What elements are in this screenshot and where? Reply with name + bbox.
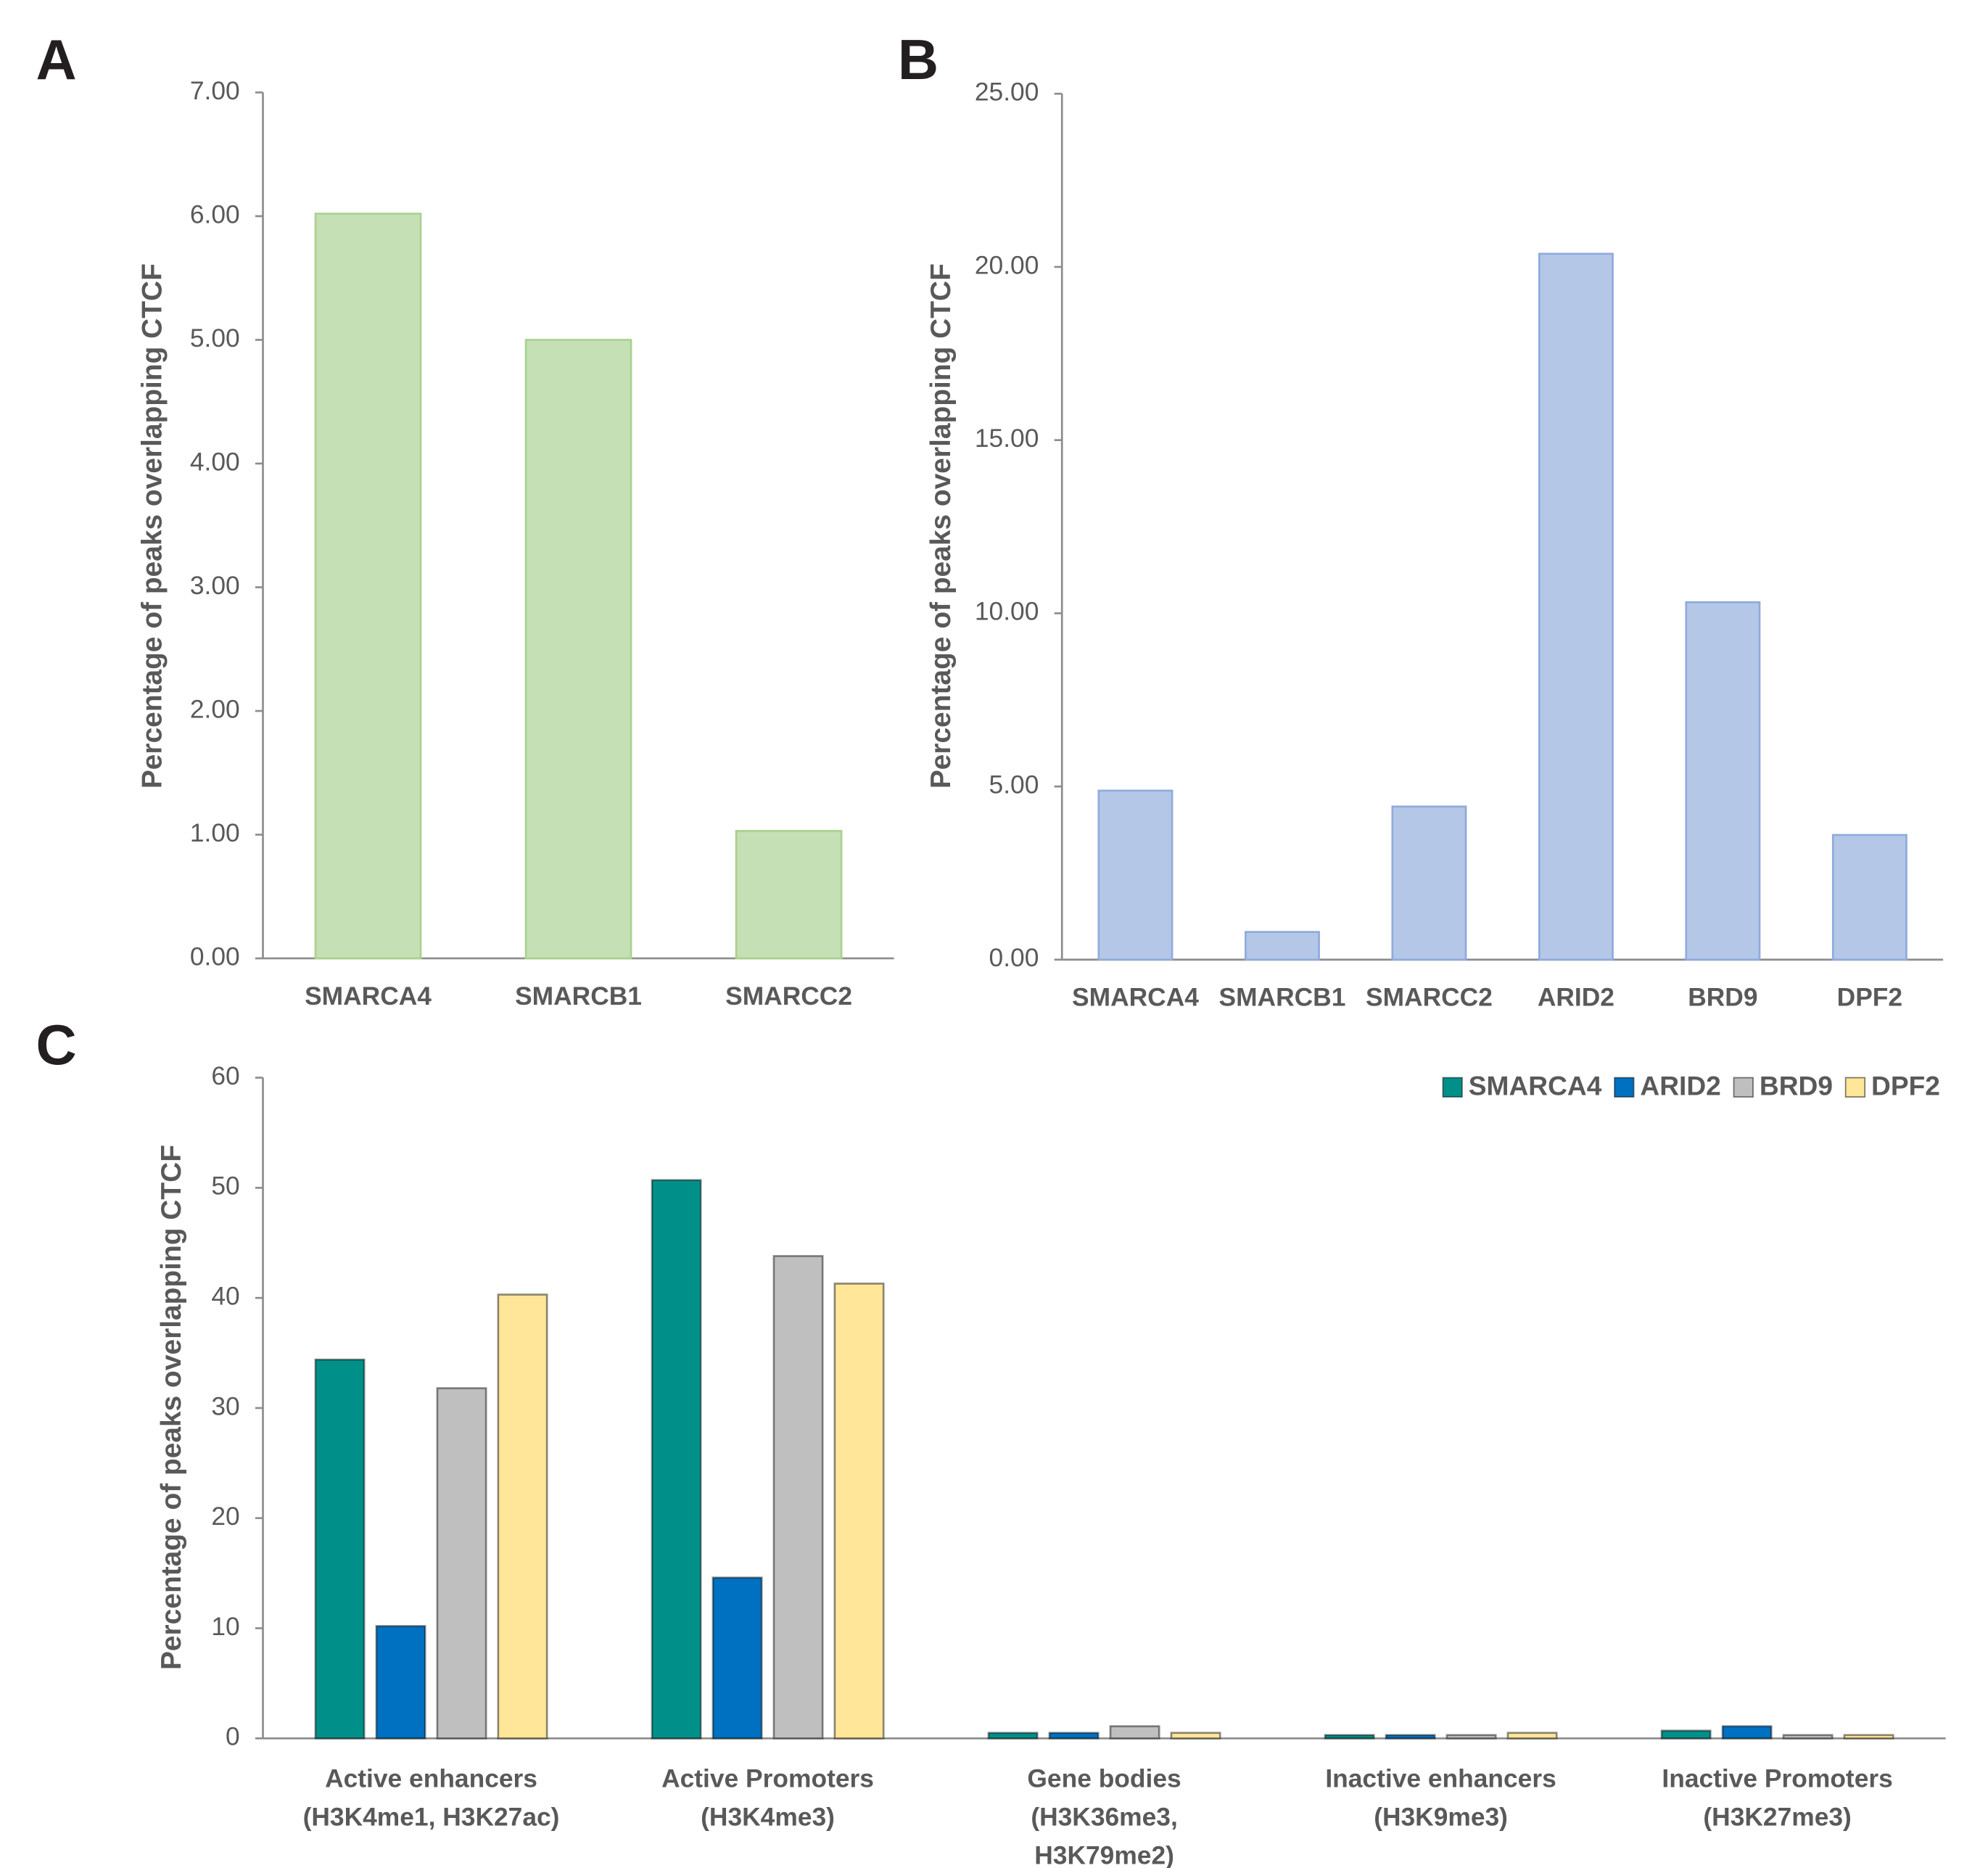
x-tick-label: Inactive Promoters (H3K27me3) (1662, 1765, 1893, 1832)
x-tick-label-box: SMARCC2 (725, 982, 853, 1011)
legend-swatch (1442, 1077, 1463, 1098)
bar (1244, 931, 1320, 961)
bar (1385, 1734, 1436, 1740)
bar (1660, 1729, 1712, 1740)
bar (1843, 1734, 1894, 1740)
x-tick-label: ARID2 (1537, 984, 1614, 1013)
bar (524, 339, 632, 960)
bar (1721, 1725, 1773, 1740)
x-tick-label: BRD9 (1688, 984, 1758, 1013)
y-tick-label: 15.00 (975, 424, 1039, 453)
y-tick-label: 20.00 (975, 251, 1039, 279)
legend-label: BRD9 (1760, 1071, 1833, 1101)
y-tick-label: 5.00 (190, 324, 240, 353)
x-tick-label: SMARCA4 (1072, 984, 1199, 1013)
bar (712, 1576, 763, 1740)
bar (1782, 1734, 1834, 1740)
x-tick-label: SMARCC2 (1365, 984, 1493, 1013)
bar (375, 1625, 426, 1740)
x-tick-label: DPF2 (1836, 984, 1903, 1013)
y-tick-label: 3.00 (190, 572, 240, 600)
bar (1391, 805, 1467, 961)
bar (987, 1732, 1039, 1740)
y-tick-label: 1.00 (190, 819, 240, 847)
y-tick-label: 25.00 (975, 78, 1039, 107)
y-tick-label: 5.00 (989, 770, 1039, 799)
y-tick-label: 10 (211, 1613, 239, 1641)
x-tick-label-box: SMARCB1 (1218, 984, 1346, 1013)
bar (833, 1283, 885, 1740)
x-tick-label-box: Inactive enhancers (H3K9me3) (1325, 1765, 1556, 1832)
panel-label: B (898, 29, 939, 91)
x-tick-label-box: SMARCA4 (1072, 984, 1199, 1013)
y-tick-label: 0.00 (989, 944, 1039, 972)
x-tick-label: SMARCB1 (515, 982, 642, 1011)
y-tick-label: 60 (211, 1062, 239, 1090)
y-tick-label: 4.00 (190, 448, 240, 476)
bar (651, 1179, 702, 1740)
legend-label: ARID2 (1640, 1071, 1720, 1101)
bar (1170, 1732, 1221, 1740)
legend-swatch (1614, 1077, 1635, 1098)
y-tick-label: 6.00 (190, 200, 240, 229)
bar (497, 1293, 548, 1740)
x-tick-label: SMARCA4 (305, 982, 432, 1011)
bar (1097, 789, 1174, 961)
x-tick-label: Active enhancers (H3K4me1, H3K27ac) (302, 1765, 560, 1832)
y-tick-label: 20 (211, 1502, 239, 1531)
legend-swatch (1733, 1077, 1754, 1098)
bar (772, 1255, 824, 1740)
legend-swatch (1844, 1077, 1866, 1098)
x-tick-label-box: BRD9 (1688, 984, 1758, 1013)
bar (735, 830, 843, 960)
bar (1506, 1732, 1558, 1740)
bar (1538, 252, 1614, 961)
bar (436, 1387, 487, 1740)
bar (1445, 1734, 1497, 1740)
bar (1048, 1732, 1100, 1740)
panel-label: A (36, 29, 77, 91)
y-tick-label: 10.00 (975, 598, 1039, 626)
bar (1324, 1734, 1375, 1740)
bar (314, 1358, 366, 1740)
bar (314, 213, 422, 960)
x-tick-label-box: Inactive Promoters (H3K27me3) (1662, 1765, 1893, 1832)
y-axis-title: Percentage of peaks overlapping CTCF (136, 263, 168, 789)
y-tick-label: 40 (211, 1282, 239, 1310)
x-tick-label-box: DPF2 (1836, 984, 1903, 1013)
y-tick-label: 30 (211, 1392, 239, 1420)
legend-label: DPF2 (1871, 1071, 1940, 1101)
x-tick-label-box: ARID2 (1537, 984, 1614, 1013)
x-tick-label: SMARCB1 (1218, 984, 1346, 1013)
bar (1831, 834, 1907, 961)
x-tick-label-box: SMARCA4 (305, 982, 432, 1011)
x-tick-label-box: Active enhancers (H3K4me1, H3K27ac) (302, 1765, 560, 1832)
x-tick-label: Inactive enhancers (H3K9me3) (1325, 1765, 1556, 1832)
y-tick-label: 50 (211, 1172, 239, 1201)
y-tick-label: 7.00 (190, 77, 240, 105)
x-tick-label-box: Active Promoters (H3K4me3) (661, 1765, 874, 1832)
y-axis-title: Percentage of peaks overlapping CTCF (925, 263, 957, 789)
bar (1109, 1725, 1160, 1740)
x-tick-label-box: SMARCC2 (1365, 984, 1493, 1013)
x-tick-label-box: SMARCB1 (515, 982, 642, 1011)
y-axis-title: Percentage of peaks overlapping CTCF (156, 1145, 187, 1670)
x-tick-label: Gene bodies (H3K36me3, H3K79me2) (1027, 1765, 1181, 1868)
y-tick-label: 2.00 (190, 695, 240, 723)
panel-label: C (36, 1014, 77, 1077)
x-tick-label: SMARCC2 (725, 982, 853, 1011)
bar (1685, 601, 1761, 961)
y-tick-label: 0.00 (190, 942, 240, 971)
x-tick-label-box: Gene bodies (H3K36me3, H3K79me2) (1027, 1765, 1181, 1868)
legend-label: SMARCA4 (1469, 1071, 1602, 1101)
y-tick-label: 0 (226, 1723, 240, 1751)
x-tick-label: Active Promoters (H3K4me3) (661, 1765, 874, 1832)
